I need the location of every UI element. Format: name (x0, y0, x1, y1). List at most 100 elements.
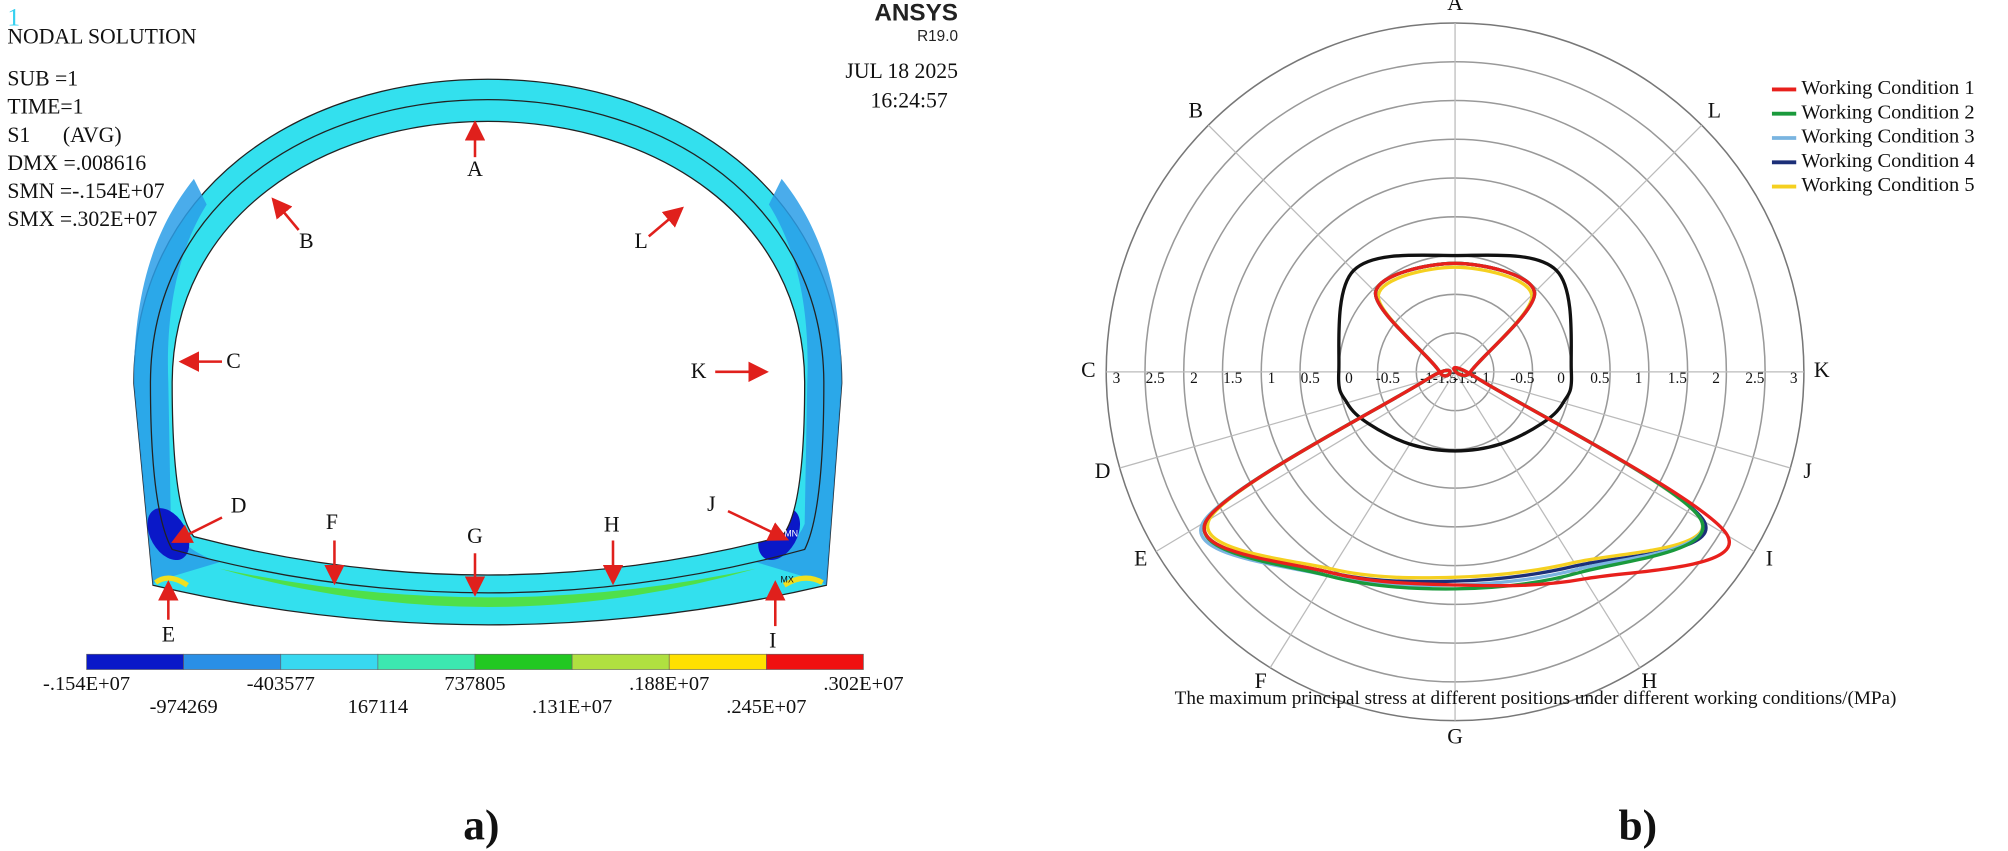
version: R19.0 (917, 28, 958, 45)
r-tick-label: 2 (1190, 370, 1198, 387)
spoke (1454, 371, 1755, 553)
colorbar-label: .245E+07 (726, 696, 806, 718)
category-label: I (1766, 547, 1773, 571)
arrow (727, 509, 790, 541)
time: 16:24:57 (871, 88, 948, 112)
colorbar-label: .131E+07 (532, 696, 612, 718)
arrow (647, 206, 684, 238)
r-tick-label: -0.5 (1510, 370, 1535, 387)
colorbar-swatch (474, 653, 573, 670)
r-tick-label: 2.5 (1146, 370, 1165, 387)
point-label: L (634, 229, 647, 253)
point-label: B (299, 229, 314, 253)
title: NODAL SOLUTION (7, 24, 197, 48)
r-tick-label: 0 (1345, 370, 1353, 387)
legend-label: Working Condition 1 (1801, 77, 1974, 99)
colorbar-swatch (280, 653, 379, 670)
point-label: G (467, 524, 483, 548)
colorbar-label: -.154E+07 (43, 673, 130, 695)
point-label: C (226, 349, 241, 373)
caption: a) (463, 802, 499, 850)
point-label: H (604, 512, 620, 536)
arrow (271, 197, 300, 231)
colorbar-swatch (183, 653, 282, 670)
legend-label: Working Condition 5 (1801, 174, 1974, 196)
category-label: D (1095, 459, 1111, 483)
category-label: C (1081, 358, 1096, 382)
r-tick-label: 1 (1268, 370, 1276, 387)
category-label: K (1814, 358, 1830, 382)
info: SMX =.302E+07 (7, 207, 157, 231)
colorbar-swatch (766, 653, 864, 670)
logo: 1 (7, 3, 20, 32)
series-line (1199, 261, 1705, 588)
info: SMN =-.154E+07 (7, 179, 164, 203)
r-tick-label: 2.5 (1745, 370, 1764, 387)
colorbar: -.154E+07 -974269 -403577 167114 737805 .131E… (43, 653, 904, 718)
inner-contour (171, 120, 806, 576)
r-tick-label: 1.5 (1668, 370, 1687, 387)
category-label: F (1255, 669, 1267, 693)
spoke (1207, 124, 1456, 373)
info: SUB =1 (7, 67, 78, 91)
legend-label: Working Condition 4 (1801, 150, 1974, 172)
colorbar-swatch (668, 653, 767, 670)
info: TIME=1 (7, 95, 83, 119)
min-zone (147, 508, 190, 561)
point-label: K (691, 359, 707, 383)
category-label: A (1447, 0, 1463, 15)
r-tick-label: 3 (1113, 370, 1121, 387)
point-label: D (231, 493, 247, 517)
r-tick-label: 0 (1557, 370, 1565, 387)
panel-a: 1 NODAL SOLUTION SUB =1 TIME=1 S1 (AVG) … (7, 0, 958, 849)
series-line (1336, 253, 1574, 453)
colorbar-swatch (377, 653, 476, 670)
r-tick-label: 3 (1790, 370, 1798, 387)
max-zone (153, 575, 189, 588)
colorbar-label: 167114 (348, 696, 409, 718)
info: S1 (AVG) (7, 123, 121, 147)
colorbar-label: -403577 (247, 673, 315, 695)
category-label: E (1134, 547, 1147, 571)
mid-line (149, 99, 825, 594)
colorbar-label: .302E+07 (823, 673, 903, 695)
max-zone (782, 575, 824, 588)
colorbar-swatch (86, 653, 184, 670)
colorbar-label: .188E+07 (629, 673, 709, 695)
colorbar-label: -974269 (150, 696, 218, 718)
min-marker: MN (784, 529, 798, 539)
point-label: I (769, 629, 776, 653)
category-label: H (1642, 669, 1658, 693)
x-axis-label: The maximum principal stress at differen… (1175, 688, 1897, 709)
brand: ANSYS (874, 0, 958, 26)
r-tick-label: -0.5 (1376, 370, 1401, 387)
r-tick-label: 1 (1635, 370, 1643, 387)
info: DMX =.008616 (7, 151, 146, 175)
tension-zone (219, 568, 757, 607)
stress-zone (756, 178, 842, 586)
category-label: J (1803, 459, 1811, 483)
arrow (171, 516, 223, 543)
colorbar-swatch (571, 653, 670, 670)
r-tick-label: 0.5 (1590, 370, 1609, 387)
category-label: L (1708, 99, 1721, 123)
max-marker: MX (780, 575, 793, 585)
point-label: E (162, 622, 175, 646)
r-tick-label: 1.5 (1223, 370, 1242, 387)
spoke (1454, 371, 1641, 668)
category-label: B (1188, 99, 1203, 123)
spoke (1454, 371, 1791, 469)
legend-label: Working Condition 3 (1801, 126, 1974, 148)
point-label: J (707, 492, 715, 516)
spoke (1269, 371, 1456, 668)
caption: b) (1618, 802, 1657, 850)
category-label: G (1447, 725, 1463, 749)
colorbar-label: 737805 (444, 673, 505, 695)
legend-label: Working Condition 2 (1801, 101, 1974, 123)
series-line (1202, 261, 1705, 591)
date: JUL 18 2025 (845, 59, 958, 83)
series-line (1202, 261, 1731, 588)
